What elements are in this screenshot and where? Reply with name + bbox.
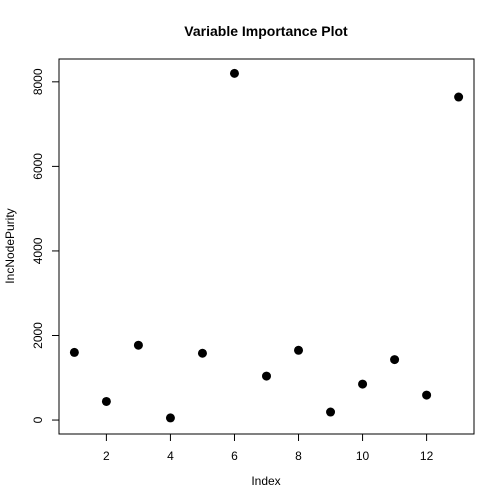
data-point: [197, 348, 207, 358]
y-axis: 0 2000 4000 6000 8000: [31, 68, 60, 423]
data-points: [69, 68, 464, 423]
x-axis-label: Index: [251, 474, 280, 488]
x-tick-label: 8: [295, 449, 302, 463]
y-axis-label: IncNodePurity: [3, 208, 17, 283]
data-point: [165, 413, 175, 423]
data-point: [454, 92, 464, 102]
x-tick-label: 10: [356, 449, 370, 463]
data-point: [133, 340, 143, 350]
data-point: [101, 396, 111, 406]
data-point: [229, 68, 239, 78]
x-axis: 2 4 6 8 10 12: [103, 433, 434, 463]
y-tick-label: 6000: [31, 153, 45, 180]
x-tick-label: 6: [231, 449, 238, 463]
y-tick-label: 0: [31, 416, 45, 423]
data-point: [262, 371, 271, 381]
data-point: [422, 390, 432, 400]
chart-title: Variable Importance Plot: [184, 23, 348, 39]
data-point: [69, 347, 79, 357]
y-tick-label: 2000: [31, 322, 45, 349]
x-tick-label: 2: [103, 449, 110, 463]
y-tick-label: 4000: [31, 237, 45, 264]
data-point: [326, 407, 336, 417]
data-point: [358, 379, 368, 389]
data-point: [294, 345, 304, 355]
x-tick-label: 4: [167, 449, 174, 463]
x-tick-label: 12: [420, 449, 434, 463]
y-tick-label: 8000: [31, 68, 45, 95]
data-point: [390, 355, 400, 365]
